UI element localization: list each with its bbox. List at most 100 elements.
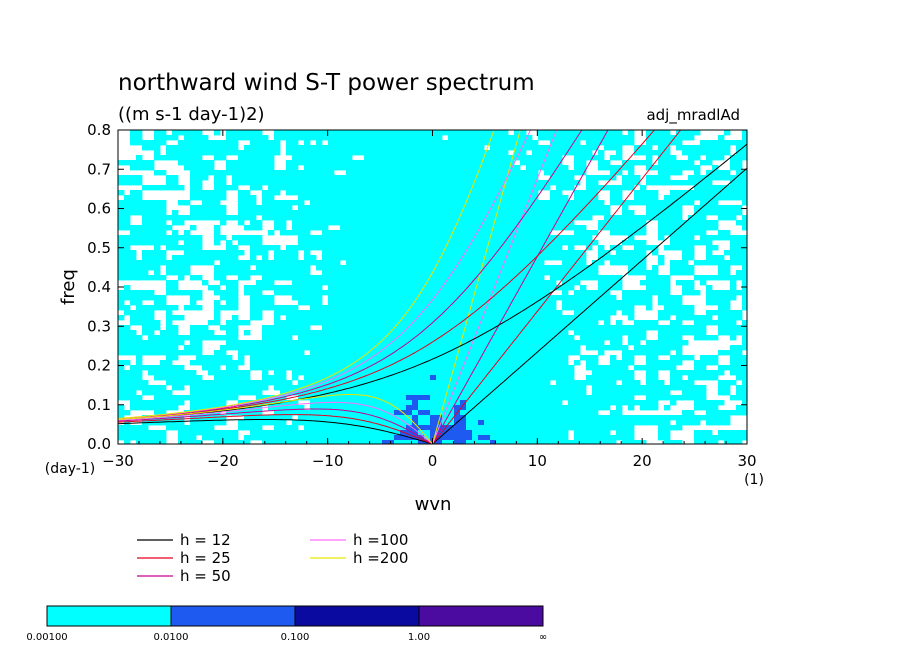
power-cell-3079: [478, 310, 485, 316]
power-cell-4533: [154, 395, 161, 401]
power-cell-2848: [568, 295, 575, 301]
power-cell-3156: [460, 315, 467, 321]
power-cell-782: [322, 175, 329, 181]
power-cell-1301: [370, 205, 377, 211]
power-cell-1197: [292, 200, 299, 206]
power-cell-4758: [448, 405, 455, 411]
power-cell-843: [742, 175, 747, 181]
power-cell-2446: [574, 270, 581, 276]
power-cell-2128: [220, 255, 227, 261]
power-cell-4600: [586, 395, 593, 401]
power-cell-1537: [676, 215, 683, 221]
power-cell-2013: [610, 245, 617, 251]
power-cell-298: [424, 145, 431, 151]
power-cell-1721: [298, 230, 305, 236]
power-cell-3988: [172, 365, 179, 371]
power-cell-3245: [508, 320, 515, 326]
power-cell-51: [484, 130, 491, 136]
power-cell-2458: [688, 270, 695, 276]
power-cell-4844: [460, 410, 467, 416]
power-cell-3664: [316, 345, 323, 351]
power-cell-3616: [562, 340, 569, 346]
power-cell-4215: [496, 375, 503, 381]
power-cell-1731: [370, 230, 377, 236]
power-cell-1487: [364, 215, 371, 221]
power-cell-1365: [190, 210, 197, 216]
power-cell-1270: [142, 205, 149, 211]
power-cell-104: [304, 135, 311, 141]
power-cell-1430: [592, 210, 599, 216]
power-cell-3663: [310, 345, 317, 351]
power-cell-2465: [130, 275, 137, 281]
power-cell-726: [484, 170, 491, 176]
power-cell-3571: [292, 340, 299, 346]
power-cell-4614: [682, 395, 689, 401]
power-cell-3538: [664, 335, 671, 341]
power-cell-241: [652, 140, 659, 146]
power-cell-1558: [280, 220, 287, 226]
power-cell-2879: [232, 300, 239, 306]
power-cell-2228: [292, 260, 299, 266]
power-cell-2443: [556, 270, 563, 276]
power-cell-3880: [628, 355, 635, 361]
power-cell-1236: [532, 200, 539, 206]
power-cell-282: [328, 145, 335, 151]
power-cell-4078: [172, 370, 179, 376]
power-cell-2282: [670, 260, 677, 266]
power-cell-1351: [712, 205, 719, 211]
power-cell-2248: [418, 260, 425, 266]
power-cell-2985: [376, 305, 383, 311]
power-cell-864: [292, 180, 299, 186]
power-cell-2815: [370, 295, 377, 301]
power-cell-1861: [724, 235, 731, 241]
power-cell-2451: [634, 270, 641, 276]
power-cell-2167: [490, 255, 497, 261]
power-cell-2056: [334, 250, 341, 256]
power-cell-4824: [340, 410, 347, 416]
power-cell-2844: [544, 295, 551, 301]
power-cell-2551: [172, 280, 179, 286]
power-cell-4236: [646, 375, 653, 381]
power-cell-4228: [586, 375, 593, 381]
power-cell-2213: [196, 260, 203, 266]
power-cell-1961: [262, 245, 269, 251]
power-cell-1929: [568, 240, 575, 246]
power-cell-1836: [502, 235, 509, 241]
power-cell-208: [424, 140, 431, 146]
power-cell-4618: [730, 395, 737, 401]
power-cell-4558: [334, 395, 341, 401]
power-cell-915: [628, 180, 635, 186]
power-cell-1710: [142, 230, 149, 236]
power-cell-3431: [562, 330, 569, 336]
power-cell-3029: [670, 305, 677, 311]
power-cell-4958: [646, 415, 653, 421]
power-cell-4422: [640, 385, 647, 391]
power-cell-3849: [412, 355, 419, 361]
power-cell-503: [688, 155, 695, 161]
power-cell-1076: [610, 190, 617, 196]
power-cell-3388: [304, 330, 311, 336]
power-cell-613: [292, 165, 299, 171]
power-cell-1598: [526, 220, 533, 226]
power-cell-336: [688, 145, 695, 151]
power-cell-3558: [190, 340, 197, 346]
power-cell-558: [448, 160, 455, 166]
power-cell-56: [520, 130, 527, 136]
power-cell-1119: [358, 195, 365, 201]
power-cell-2337: [418, 265, 425, 271]
power-cell-2361: [562, 265, 569, 271]
power-cell-3992: [214, 365, 221, 371]
power-cell-2182: [580, 255, 587, 261]
power-cell-3428: [544, 330, 551, 336]
power-cell-4904: [322, 415, 329, 421]
power-cell-866: [304, 180, 311, 186]
power-cell-4356: [232, 385, 239, 391]
power-cell-2589: [472, 280, 479, 286]
power-cell-4000: [280, 365, 287, 371]
power-cell-4172: [214, 375, 221, 381]
power-cell-2849: [574, 295, 581, 301]
power-cell-2835: [490, 295, 497, 301]
power-cell-4113: [418, 370, 425, 376]
power-cell-1107: [262, 195, 269, 201]
power-cell-789: [364, 175, 371, 181]
